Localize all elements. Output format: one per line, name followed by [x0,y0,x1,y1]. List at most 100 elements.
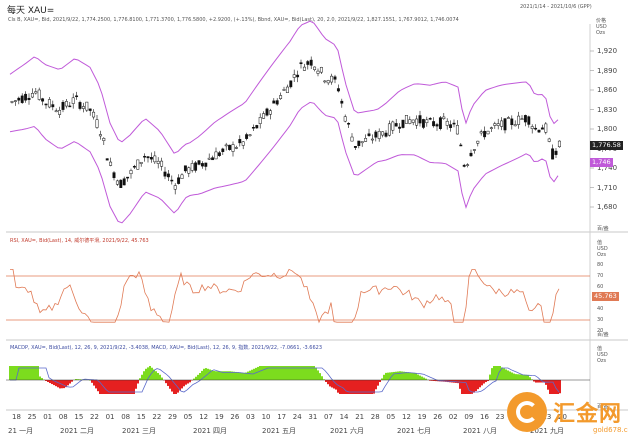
macd-bar [411,372,413,380]
x-month-label: 2021 九月 [530,427,565,435]
macd-bar [223,371,225,380]
macd-bar [523,374,525,380]
macd-bar [351,380,353,394]
candle [496,123,500,126]
candle [105,158,109,161]
macd-bar [363,380,365,394]
macd-bar [143,371,145,380]
candle [319,67,323,73]
band-price-label: 1,746 [590,158,613,167]
price-tick-label: 1,680 [597,203,618,211]
macd-bar [51,380,53,385]
macd-bar [499,366,501,380]
macd-bar [177,380,179,393]
macd-bar [75,379,77,380]
macd-bar [97,380,99,392]
macd-bar [109,380,111,394]
macd-bar [493,366,495,380]
x-month-label: 2021 三月 [122,427,157,435]
macd-bar [495,366,497,380]
candle [530,126,534,130]
macd-bar [135,380,137,389]
x-day-label: 29 [168,413,177,421]
macd-bar [525,374,527,380]
macd-bar [315,367,317,380]
macd-bar [531,379,533,380]
macd-bar [279,366,281,380]
candle [394,123,398,127]
macd-bar [357,380,359,394]
x-day-label: 12 [402,413,411,421]
candle [323,80,327,83]
candle [401,119,405,128]
macd-bar [375,380,377,390]
candle [343,116,347,122]
macd-bar [91,380,93,383]
candle [404,115,408,124]
macd-bar [403,371,405,380]
candle [435,124,439,127]
macd-bar [487,380,489,382]
candle [61,101,65,110]
macd-bar [265,366,267,380]
candle [425,119,429,124]
macd-bar [557,380,559,394]
candle [347,123,351,125]
macd-bar [513,373,515,380]
macd-bar [227,371,229,380]
macd-bar [129,380,131,394]
x-month-label: 2021 六月 [330,427,365,435]
candle [292,74,296,78]
rsi-tick-label: 80 [597,262,604,268]
macd-bar [369,380,371,394]
macd-bar [157,373,159,380]
macd-bar [155,371,157,380]
price-tick-label: 1,740 [597,164,618,172]
candle [540,127,544,130]
macd-bar [193,378,195,380]
macd-bar [365,380,367,394]
macd-bar [39,376,41,380]
x-day-label: 10 [261,413,271,421]
candle [551,148,555,160]
macd-bar [347,380,349,394]
candle [544,123,548,133]
rsi-tick-label: 70 [597,273,604,279]
rsi-axis-unit: 值 USD Ozs [597,240,608,258]
macd-bar [353,380,355,394]
candle [204,162,208,167]
macd-bar [515,374,517,380]
macd-bar [349,380,351,394]
macd-bar [67,380,69,386]
x-day-label: 19 [214,413,224,421]
macd-bar [47,380,49,383]
candle [132,165,136,168]
x-day-label: 16 [480,413,489,421]
macd-bar [171,380,173,392]
candle [449,124,453,128]
macd-bar [267,366,269,380]
candle [180,174,184,179]
candle [289,80,293,88]
macd-bar [507,370,509,380]
candle [330,75,334,83]
macd-bar [29,366,31,380]
macd-bar [63,380,65,389]
candle [381,131,385,136]
candle [272,100,276,104]
macd-bar [179,380,181,391]
macd-bar [389,372,391,380]
candle [357,140,361,146]
macd-bar [19,366,21,380]
candle [313,66,317,70]
candle [500,120,504,127]
candle [421,119,425,128]
candle [411,119,415,123]
macd-bar [415,373,417,380]
candle [360,141,364,144]
candle [183,165,187,172]
macd-bar [377,380,379,386]
macd-bar [201,370,203,380]
